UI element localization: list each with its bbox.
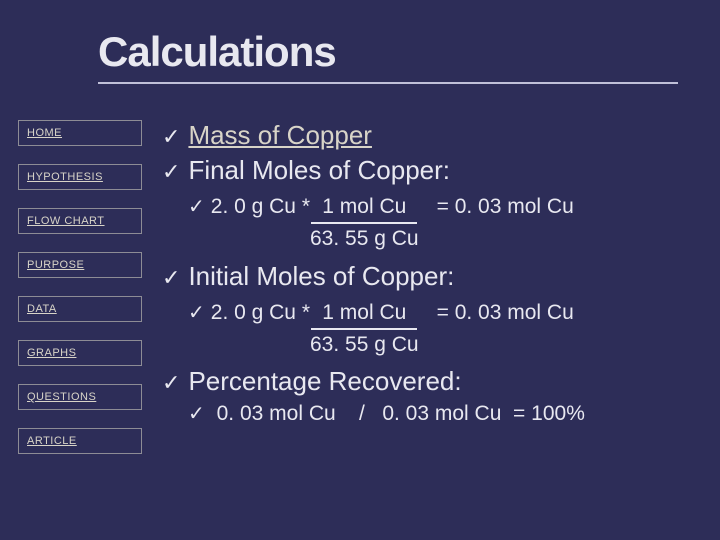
check-icon: ✓ xyxy=(188,402,205,427)
calc2-denominator: 63. 55 g Cu xyxy=(310,332,419,358)
nav-data[interactable]: DATA xyxy=(18,296,142,322)
text-percentage: Percentage Recovered: xyxy=(188,366,461,397)
calc-final-moles: ✓ 2. 0 g Cu * 1 mol Cu 63. 55 g Cu = 0. … xyxy=(188,194,700,253)
check-icon: ✓ xyxy=(162,124,180,150)
nav-hypothesis[interactable]: HYPOTHESIS xyxy=(18,164,142,190)
check-icon: ✓ xyxy=(188,195,205,220)
calc1-denominator: 63. 55 g Cu xyxy=(310,226,419,252)
content-area: ✓ Mass of Copper ✓ Final Moles of Copper… xyxy=(162,120,700,427)
check-icon: ✓ xyxy=(162,370,180,396)
nav-graphs[interactable]: GRAPHS xyxy=(18,340,142,366)
title-bar: Calculations xyxy=(98,28,690,84)
calc2-result: = 0. 03 mol Cu xyxy=(437,300,574,326)
calc3-text: 0. 03 mol Cu / 0. 03 mol Cu = 100% xyxy=(211,401,585,427)
calc1-numerator: 1 mol Cu xyxy=(310,194,419,220)
calc2-numerator: 1 mol Cu xyxy=(310,300,419,326)
check-icon: ✓ xyxy=(188,301,205,326)
calc2-fraction: 1 mol Cu 63. 55 g Cu xyxy=(310,300,419,359)
bullet-final-moles: ✓ Final Moles of Copper: xyxy=(162,155,700,186)
calc-initial-moles: ✓ 2. 0 g Cu * 1 mol Cu 63. 55 g Cu = 0. … xyxy=(188,300,700,359)
check-icon: ✓ xyxy=(162,159,180,185)
calc-percentage: ✓ 0. 03 mol Cu / 0. 03 mol Cu = 100% xyxy=(188,401,700,427)
bullet-mass-of-copper: ✓ Mass of Copper xyxy=(162,120,700,151)
bullet-percentage: ✓ Percentage Recovered: xyxy=(162,366,700,397)
calc1-result: = 0. 03 mol Cu xyxy=(437,194,574,220)
fraction-line xyxy=(311,222,417,224)
text-initial-moles: Initial Moles of Copper: xyxy=(188,261,454,292)
nav-flow-chart[interactable]: FLOW CHART xyxy=(18,208,142,234)
bullet-initial-moles: ✓ Initial Moles of Copper: xyxy=(162,261,700,292)
sidebar-nav: HOME HYPOTHESIS FLOW CHART PURPOSE DATA … xyxy=(18,120,142,472)
calc2-left: 2. 0 g Cu * xyxy=(211,300,310,326)
calc1-fraction: 1 mol Cu 63. 55 g Cu xyxy=(310,194,419,253)
title-underline xyxy=(98,82,678,84)
nav-purpose[interactable]: PURPOSE xyxy=(18,252,142,278)
nav-home[interactable]: HOME xyxy=(18,120,142,146)
calc1-left: 2. 0 g Cu * xyxy=(211,194,310,220)
check-icon: ✓ xyxy=(162,265,180,291)
fraction-line xyxy=(311,328,417,330)
link-mass-of-copper[interactable]: Mass of Copper xyxy=(188,120,372,151)
nav-article[interactable]: ARTICLE xyxy=(18,428,142,454)
page-title: Calculations xyxy=(98,28,690,76)
nav-questions[interactable]: QUESTIONS xyxy=(18,384,142,410)
text-final-moles: Final Moles of Copper: xyxy=(188,155,450,186)
